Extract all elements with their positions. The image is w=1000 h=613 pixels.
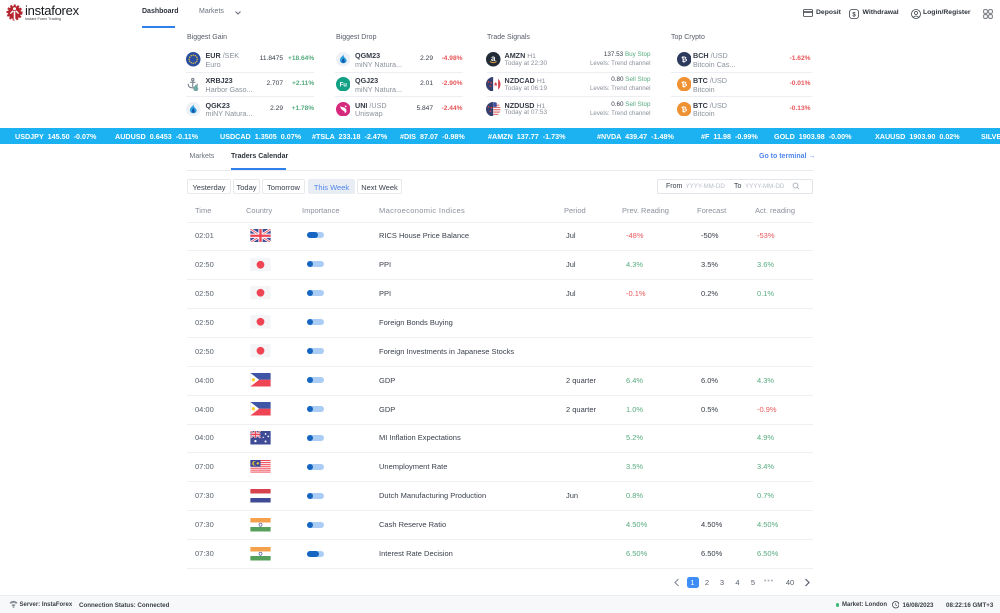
svg-text:Fu: Fu: [339, 82, 347, 88]
svg-text:₿: ₿: [680, 80, 687, 89]
svg-text:₿: ₿: [680, 55, 687, 64]
svg-text:a: a: [491, 54, 496, 63]
svg-text:$: $: [852, 12, 856, 18]
svg-text:₿: ₿: [680, 105, 687, 114]
